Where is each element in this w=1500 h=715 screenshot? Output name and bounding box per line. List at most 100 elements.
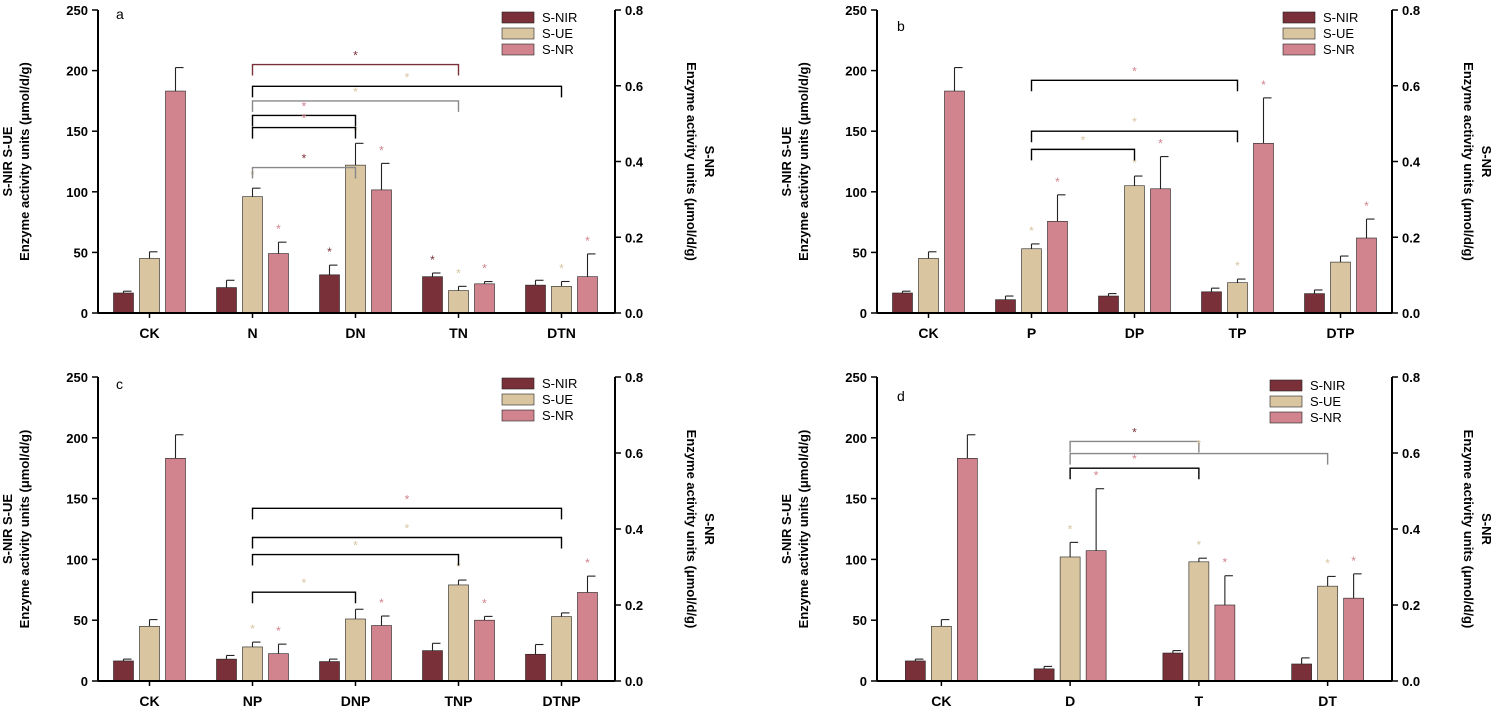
y2-tick-label: 0.4 — [625, 522, 644, 537]
significance-star: * — [1197, 538, 1202, 552]
s-nr-bar — [474, 619, 495, 682]
y-tick-label: 150 — [845, 124, 867, 139]
y-axis-title-line2: Enzyme activity units (μmol/d/g) — [796, 62, 811, 261]
y2-tick-label: 0.8 — [1402, 370, 1420, 385]
y-tick-label: 100 — [66, 552, 88, 567]
legend-swatch-s-nr — [501, 43, 535, 56]
panel-label: c — [116, 376, 123, 392]
s-nr-bar — [957, 458, 978, 682]
significance-star: * — [250, 622, 255, 636]
x-tick-label: DNP — [341, 693, 371, 709]
y2-tick-label: 0.8 — [625, 3, 643, 18]
s-nir-bar — [319, 661, 340, 682]
s-ue-bar — [448, 584, 469, 682]
s-ue-bar — [345, 164, 366, 314]
s-nir-bar — [1291, 663, 1312, 682]
comparison-bracket — [1030, 79, 1239, 92]
legend-label-s-nr: S-NR — [1310, 410, 1342, 425]
panel-label: d — [897, 388, 905, 404]
comparison-bracket — [1069, 467, 1200, 480]
y2-tick-label: 0.2 — [1402, 230, 1420, 245]
legend-label-s-nir: S-NIR — [542, 376, 577, 391]
s-ue-bar — [1227, 282, 1248, 314]
y2-axis-title-line1: S-NR — [702, 146, 717, 178]
s-ue-bar — [1124, 185, 1145, 314]
x-tick-label: DTNP — [542, 693, 580, 709]
panel-label: a — [116, 6, 124, 22]
legend-label-s-nr: S-NR — [542, 42, 574, 57]
comparison-bracket — [251, 126, 357, 139]
s-ue-bar — [931, 625, 952, 682]
legend-swatch-s-nr — [1282, 43, 1316, 56]
s-nir-bar — [1033, 668, 1055, 682]
s-nir-bar — [422, 276, 443, 314]
comparison-bracket — [251, 114, 357, 127]
y-tick-label: 200 — [66, 431, 88, 446]
s-nir-bar — [525, 653, 546, 682]
significance-star: * — [456, 560, 461, 574]
s-nr-bar — [371, 625, 392, 682]
significance-star: * — [276, 624, 281, 638]
chart-panel-d: * * * * * * * * * 0 50 100 150 200 250 0.0 0.2 0.4 0.6 0.8 C… — [779, 370, 1494, 709]
y-tick-label: 250 — [845, 3, 867, 18]
significance-star: * — [456, 266, 461, 280]
significance-star: * — [276, 222, 281, 236]
significance-star: * — [559, 261, 564, 275]
x-tick-label: D — [1065, 693, 1075, 709]
legend-swatch-s-nr — [501, 409, 535, 422]
chart-panel-c: * * * * * * * * * * 0 50 100 150 200 250 0.0 0.2 0.4 0.6 0.8… — [0, 370, 717, 709]
s-nr-bar — [1343, 597, 1364, 682]
x-tick-label: TN — [449, 325, 468, 341]
s-nr-bar — [577, 592, 598, 682]
s-nir-bar — [995, 299, 1016, 314]
s-nr-bar — [1253, 143, 1274, 314]
y2-tick-label: 0.4 — [625, 155, 644, 170]
significance-star: * — [327, 245, 332, 259]
x-tick-label: P — [1027, 325, 1036, 341]
s-ue-bar — [448, 290, 469, 314]
y2-tick-label: 0.6 — [625, 446, 643, 461]
comparison-bracket — [1030, 148, 1136, 161]
legend-label-s-ue: S-UE — [1323, 26, 1354, 41]
significance-star: * — [1158, 137, 1163, 151]
x-tick-label: DP — [1125, 325, 1144, 341]
y2-axis-title-line1: S-NR — [702, 513, 717, 545]
s-nir-bar — [892, 292, 913, 314]
y-tick-label: 200 — [845, 431, 867, 446]
s-nir-bar — [1162, 652, 1184, 682]
y-tick-label: 50 — [853, 613, 867, 628]
y-tick-label: 50 — [74, 613, 88, 628]
s-nr-bar — [1356, 237, 1377, 314]
significance-star: * — [1364, 199, 1369, 213]
chart-panel-a: ******* * ********0501001502002500.00.20.4… — [0, 3, 717, 341]
bracket-star: * — [302, 112, 307, 126]
significance-star: * — [1029, 224, 1034, 238]
comparison-bracket — [251, 85, 563, 98]
significance-star: * — [379, 143, 384, 157]
y-axis-title-line1: S-NIR S-UE — [779, 494, 794, 564]
s-nr-bar — [1085, 550, 1107, 682]
y-axis-title-line1: S-NIR S-UE — [779, 126, 794, 196]
y-tick-label: 250 — [66, 3, 88, 18]
significance-star: * — [482, 262, 487, 276]
comparison-bracket — [1069, 440, 1200, 453]
legend-swatch-s-ue — [501, 27, 535, 40]
bracket-star: * — [353, 49, 358, 63]
significance-star: * — [1055, 175, 1060, 189]
y-tick-label: 0 — [81, 306, 88, 321]
y2-axis-title-line1: S-NR — [1479, 146, 1494, 178]
bracket-star: * — [405, 492, 410, 506]
legend-label-s-ue: S-UE — [1310, 394, 1341, 409]
y2-tick-label: 0.6 — [1402, 446, 1420, 461]
legend-label-s-nir: S-NIR — [1323, 10, 1358, 25]
y2-tick-label: 0.2 — [1402, 598, 1420, 613]
legend-label-s-nir: S-NIR — [542, 10, 577, 25]
comparison-bracket — [251, 553, 460, 566]
x-tick-label: CK — [139, 693, 159, 709]
bracket-star: * — [405, 70, 410, 84]
bracket-star: * — [302, 99, 307, 113]
legend-label-s-ue: S-UE — [542, 392, 573, 407]
bracket-star: * — [302, 576, 307, 590]
s-nr-bar — [268, 253, 289, 314]
y-axis-title-line2: Enzyme activity units (μmol/d/g) — [17, 430, 32, 629]
